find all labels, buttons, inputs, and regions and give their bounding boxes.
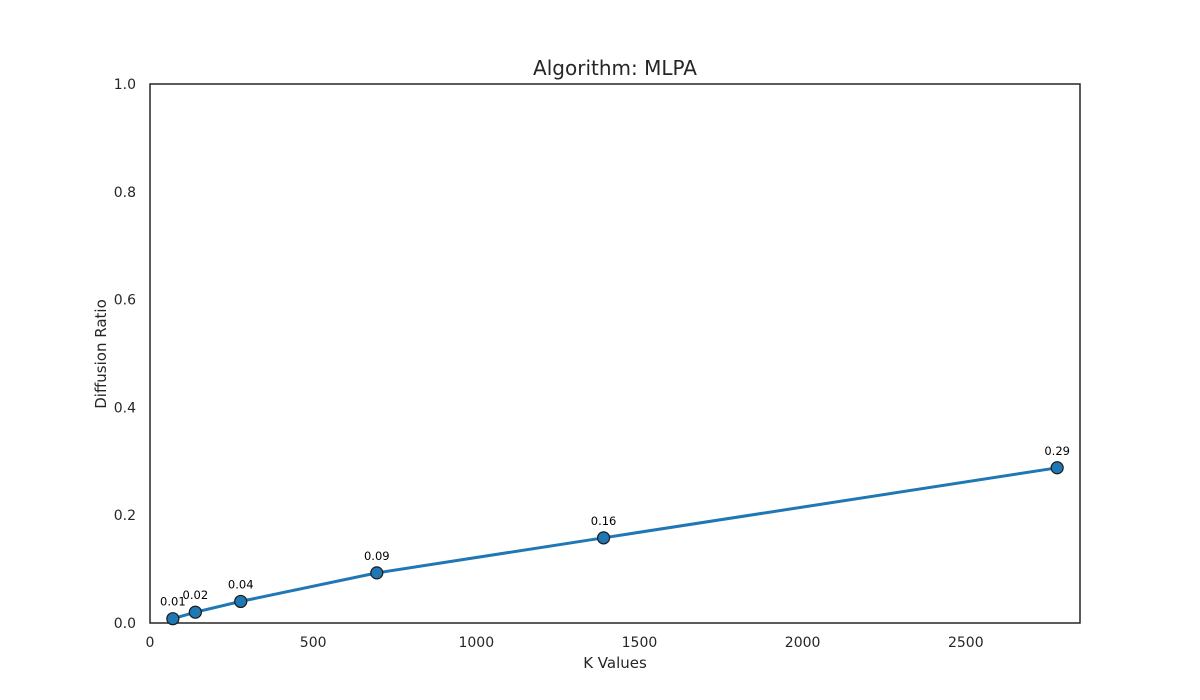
data-label: 0.16 — [591, 514, 617, 528]
data-label: 0.01 — [160, 595, 186, 609]
x-axis-label: K Values — [583, 654, 647, 672]
y-tick-label: 0.4 — [114, 400, 136, 416]
data-label: 0.02 — [183, 588, 209, 602]
data-point — [596, 531, 611, 545]
series-markers — [166, 461, 1064, 626]
series-line — [172, 466, 1058, 621]
data-label: 0.09 — [364, 549, 390, 563]
x-tick-label: 1500 — [622, 635, 658, 651]
y-tick-label: 0.2 — [114, 508, 136, 524]
data-label: 0.29 — [1044, 444, 1070, 458]
data-label: 0.04 — [228, 577, 254, 591]
data-point — [188, 605, 202, 619]
data-point — [234, 594, 248, 609]
y-tick-label: 0.6 — [114, 293, 136, 309]
x-tick-label: 0 — [146, 635, 155, 651]
y-tick-label: 1.0 — [114, 77, 136, 93]
data-point — [1050, 461, 1064, 475]
chart-title: Algorithm: MLPA — [533, 56, 697, 80]
data-labels: 0.010.02 0.04 0.09 0.16 0.29 — [160, 444, 1070, 609]
y-axis-label: Diffusion Ratio — [92, 299, 110, 409]
y-tick-label: 0.0 — [114, 616, 136, 632]
x-tick-label: 500 — [300, 635, 327, 651]
x-tick-label: 2000 — [785, 635, 821, 651]
x-axis-ticks: 0 500 1000 1500 2000 2500 — [146, 635, 984, 651]
data-point — [370, 566, 384, 580]
x-tick-label: 2500 — [948, 635, 984, 651]
x-tick-label: 1000 — [458, 635, 494, 651]
y-tick-label: 0.8 — [114, 185, 136, 201]
plot-frame — [149, 83, 1081, 624]
data-point — [166, 612, 180, 626]
y-axis-ticks: 0.0 0.2 0.4 0.6 0.8 1.0 — [114, 77, 136, 632]
